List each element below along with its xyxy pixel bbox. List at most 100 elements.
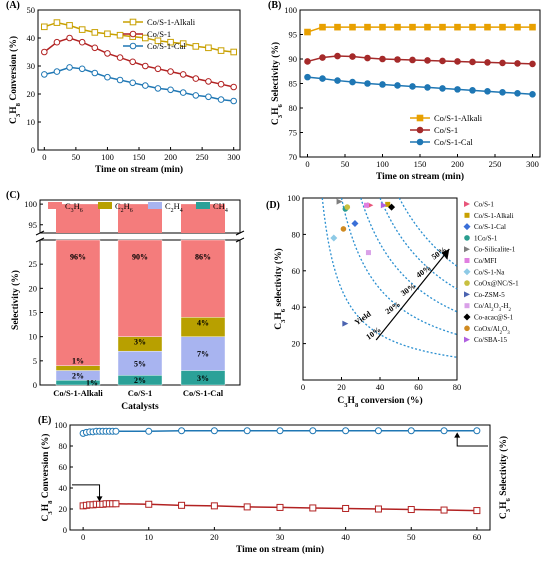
y-tick-label: 0 (31, 145, 35, 155)
data-point (205, 93, 212, 101)
legend-label: C3H6 (65, 201, 83, 214)
legend-marker (463, 223, 471, 231)
data-point (116, 31, 124, 39)
data-point (53, 38, 61, 46)
yield-label: 30% (399, 281, 417, 298)
y-tick-label: 60 (59, 462, 68, 472)
data-point (205, 78, 212, 85)
conversion-axis-arrow (72, 484, 101, 499)
legend-label: Co/S-1 (147, 29, 171, 39)
data-point (116, 54, 124, 61)
data-point (179, 40, 187, 47)
legend: Co/S-1-Alkali Co/S-1 Co/S-1-Cal (410, 113, 483, 147)
plot-frame (299, 9, 541, 158)
legend-label: C2H4 (165, 201, 183, 214)
data-point (66, 22, 73, 29)
data-point (319, 54, 326, 61)
data-point (529, 23, 536, 31)
bar-label: 1% (72, 357, 84, 366)
data-point (409, 56, 416, 64)
y-tick-label: 25 (29, 259, 38, 269)
legend-label: Co/S-1 (434, 125, 458, 135)
legend-marker (464, 212, 470, 218)
y-axis-label: Selectivity (%) (10, 270, 21, 330)
data-point (145, 500, 153, 508)
y-tick-label: 80 (292, 229, 301, 239)
data-point (484, 23, 491, 31)
x-tick-label: 0 (305, 159, 309, 169)
y-axis-label: C3H8 Conversion (%) (40, 434, 54, 522)
data-point (78, 65, 86, 73)
series-line (307, 55, 533, 65)
y-tick-label: 5 (33, 356, 37, 366)
data-point (304, 73, 311, 81)
legend-swatch (148, 202, 162, 209)
y-tick-label: 15 (29, 308, 38, 318)
data-point (129, 58, 136, 66)
bar-label: 7% (197, 350, 209, 359)
x-axis-label: C3H8 conversion (%) (337, 395, 422, 409)
legend-marker (464, 235, 470, 241)
legend-label: Co/S-1-Cal (434, 137, 473, 147)
data-point (217, 96, 225, 103)
data-point (364, 80, 371, 87)
x-tick-label: 0 (301, 382, 305, 392)
bar-segment (55, 239, 101, 366)
x-tick-label: 30 (276, 532, 285, 542)
data-point (142, 82, 149, 89)
data-point (454, 58, 461, 65)
legend-label: Co/S-1-Cal (474, 223, 506, 231)
x-tick-label: 100 (101, 152, 114, 162)
series-1 (79, 500, 481, 515)
data-point (309, 504, 317, 512)
data-point (342, 504, 350, 512)
bar-label: 3% (134, 338, 146, 347)
legend-label: Co/S-1 (474, 201, 494, 209)
bar-segment (117, 239, 163, 337)
plot-frame (69, 424, 491, 531)
data-point (167, 86, 174, 94)
legend-swatch (48, 202, 62, 209)
data-point (145, 427, 153, 435)
yield-arrow-label: Yield (353, 309, 373, 327)
y-tick-label: 100 (24, 199, 37, 209)
y-tick-label: 60 (292, 266, 301, 276)
data-point (407, 506, 415, 514)
panel-D: 0 20 40 60 802040608010010%20%30%40%50%Yield… (266, 193, 519, 409)
data-point (424, 23, 431, 31)
data-point (349, 53, 356, 60)
legend-label: Co-ZSM-5 (474, 291, 505, 299)
data-point (78, 38, 86, 46)
y-tick-label: 30 (27, 61, 36, 71)
data-point (334, 77, 341, 84)
x-tick-label: 50 (72, 152, 81, 162)
y-axis-label: C3H6 selectivity (%) (273, 248, 287, 330)
data-point (529, 90, 536, 98)
data-point (192, 92, 200, 99)
data-point (179, 89, 187, 96)
data-point (179, 71, 187, 78)
arrow-head (96, 496, 103, 502)
y-tick-label: 70 (289, 152, 298, 162)
series-0 (304, 23, 536, 36)
data-point (439, 57, 446, 65)
yield-curves (321, 197, 458, 358)
data-point (178, 427, 186, 435)
data-point (116, 76, 124, 84)
yield-curve (379, 197, 458, 290)
data-point (394, 56, 401, 63)
bar-label: 5% (134, 359, 146, 368)
x-tick-label: 10 (145, 532, 154, 542)
y-tick-label: 100 (284, 5, 297, 15)
data-point (230, 83, 237, 91)
data-point (330, 234, 338, 242)
data-point (349, 78, 356, 86)
data-point (374, 427, 382, 435)
data-point (379, 81, 386, 88)
data-point (340, 226, 347, 232)
x-tick-label: 20 (337, 382, 346, 392)
data-point (276, 427, 284, 435)
data-point (440, 506, 448, 514)
data-point (473, 507, 481, 515)
data-point (66, 64, 73, 71)
